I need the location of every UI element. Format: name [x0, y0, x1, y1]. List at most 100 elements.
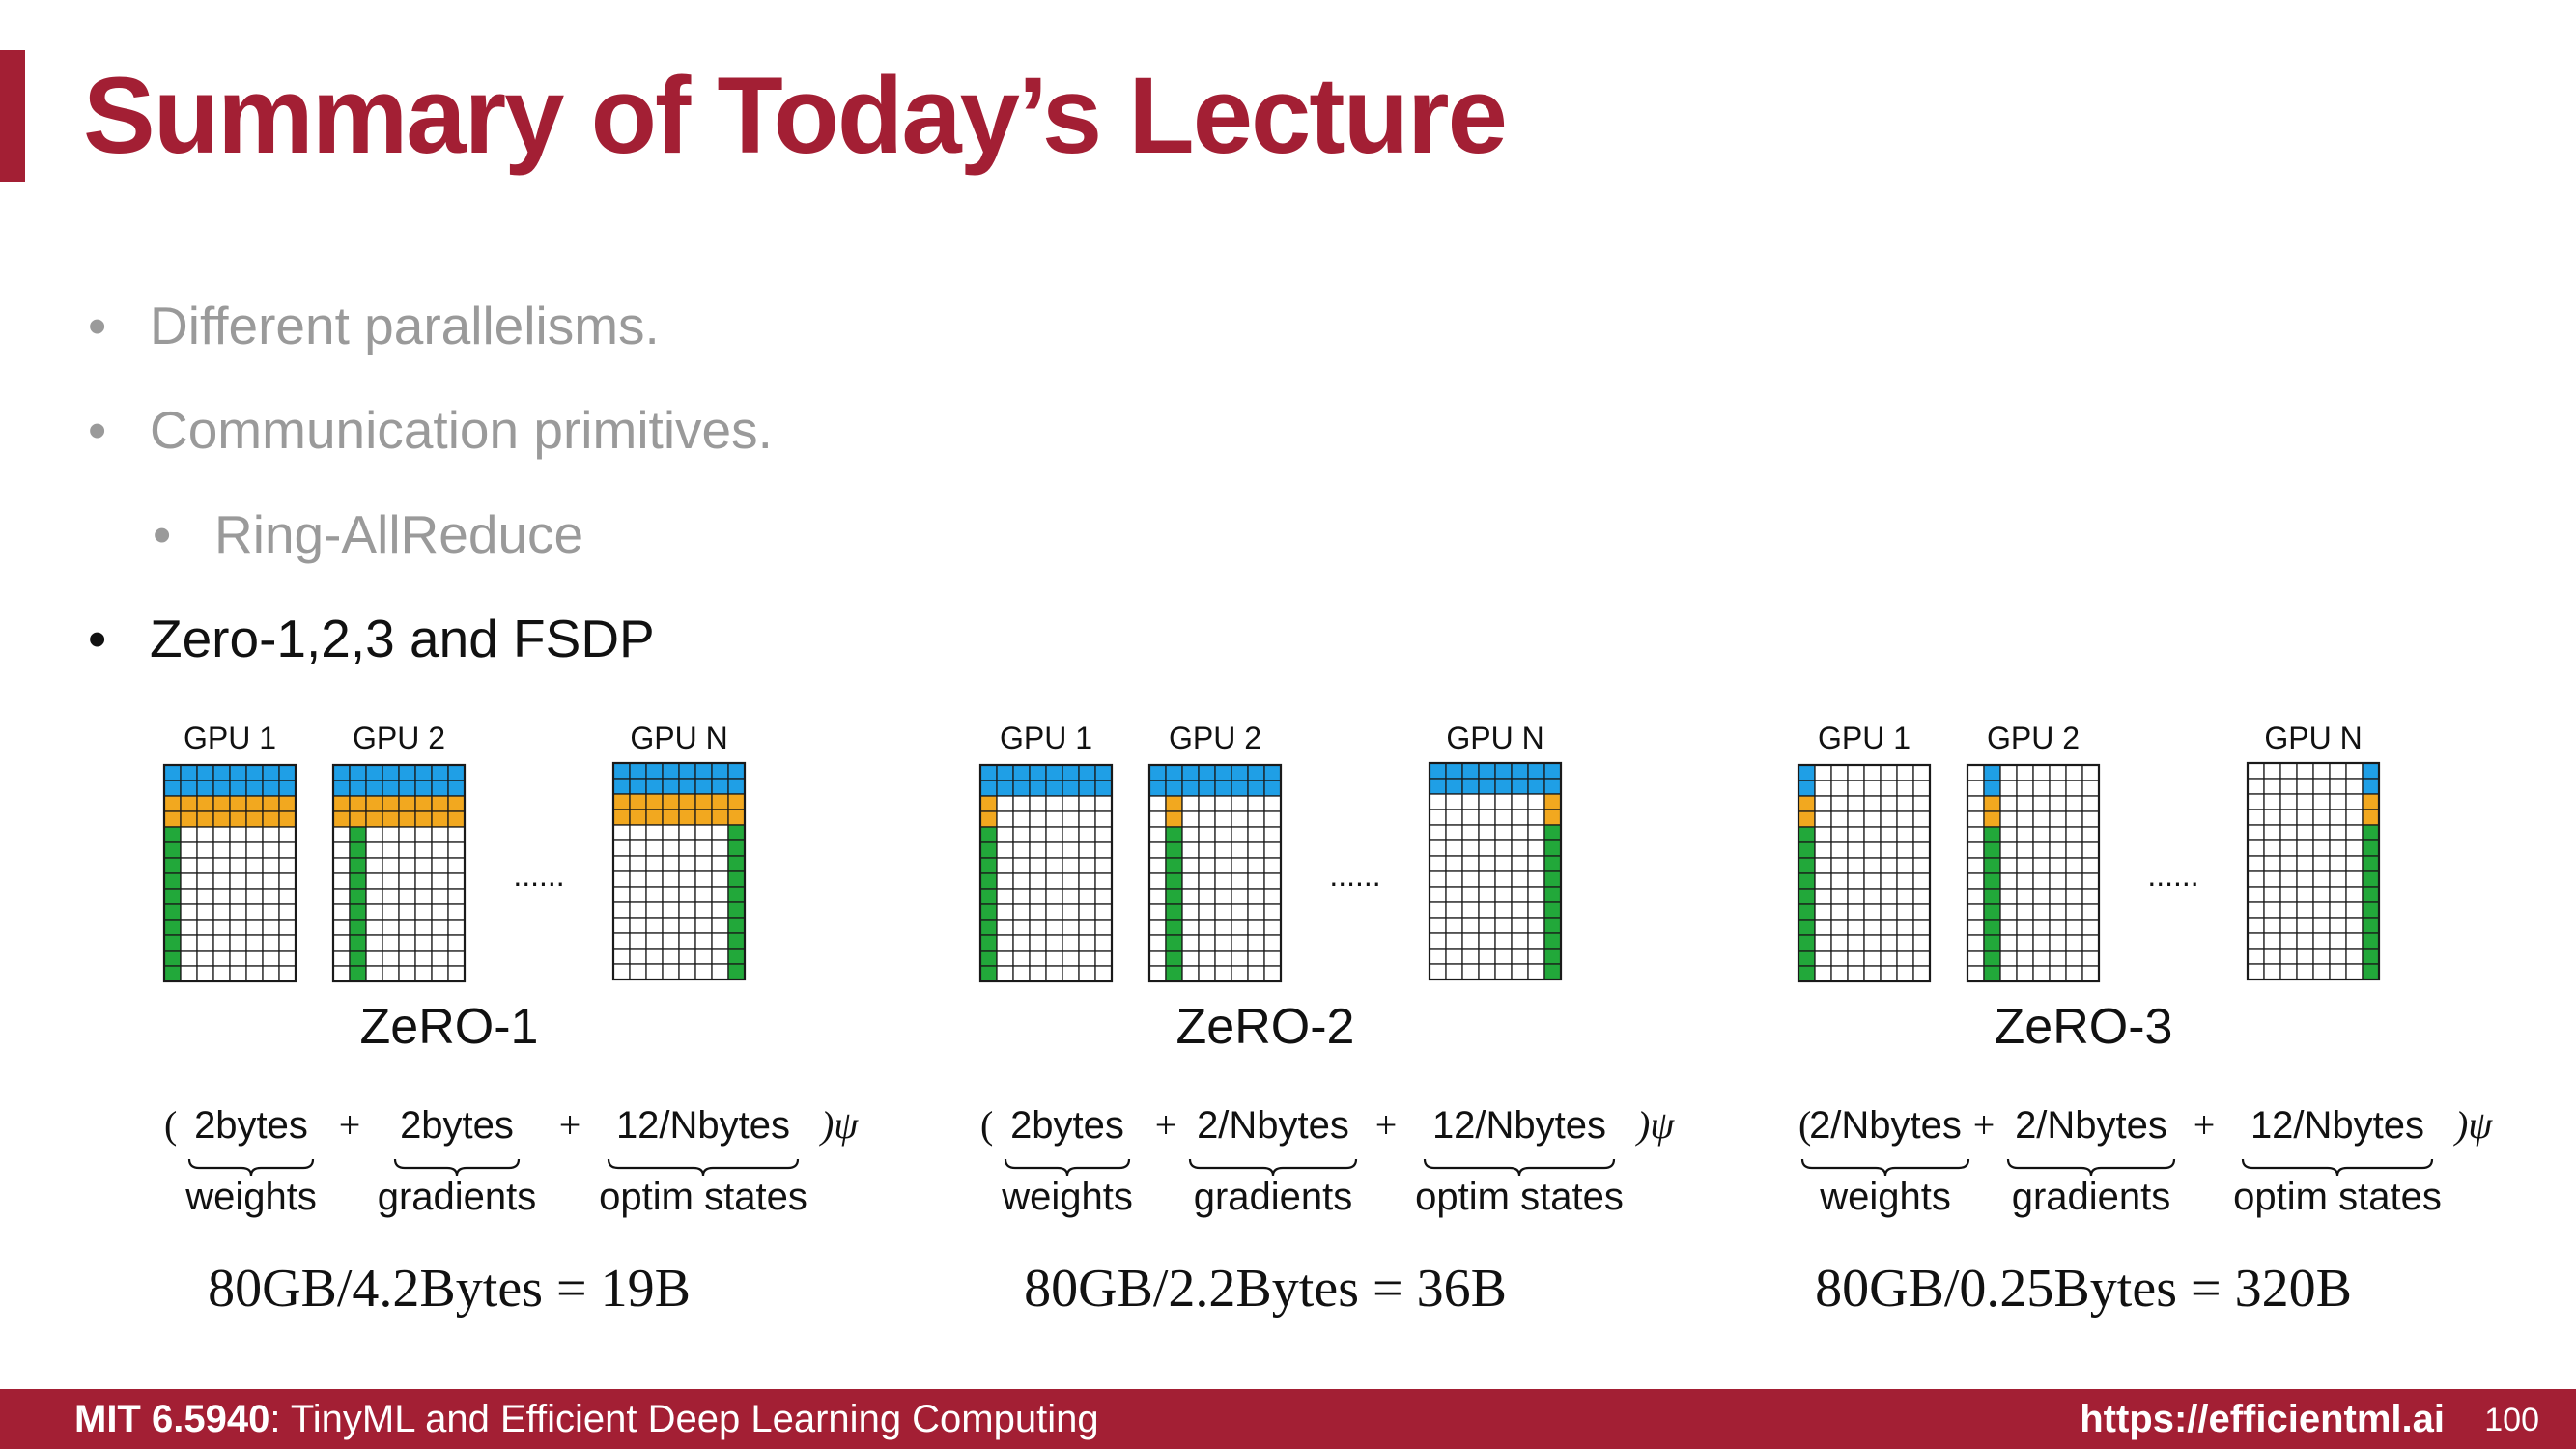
memory-cell	[1830, 810, 1849, 828]
memory-cell	[1863, 965, 1882, 982]
memory-cell	[612, 886, 631, 903]
memory-cell	[2032, 872, 2051, 890]
gpu-label: GPU N	[1446, 721, 1543, 755]
memory-cell	[2016, 857, 2034, 874]
memory-cell	[1165, 780, 1183, 797]
memory-cell	[2032, 965, 2051, 982]
memory-cell	[1814, 780, 1832, 797]
slide-title: Summary of Today’s Lecture	[83, 55, 1508, 176]
memory-cell	[1863, 841, 1882, 859]
memory-cell	[711, 809, 729, 826]
memory-cell	[1198, 872, 1216, 890]
memory-cell	[1880, 795, 1898, 812]
memory-cell	[2362, 762, 2380, 780]
memory-cell	[163, 903, 182, 921]
memory-cell	[1830, 965, 1849, 982]
memory-cell	[2049, 780, 2067, 797]
memory-cell	[694, 809, 713, 826]
memory-cell	[1078, 872, 1096, 890]
memory-cell	[1094, 950, 1113, 967]
bullet-text: Zero-1,2,3 and FSDP	[150, 609, 655, 668]
memory-cell	[1814, 826, 1832, 843]
memory-cell	[2081, 764, 2100, 781]
underbrace	[1004, 1158, 1131, 1177]
memory-cell	[2279, 932, 2298, 950]
memory-cell	[1798, 764, 1816, 781]
memory-cell	[2065, 795, 2083, 812]
memory-cell	[229, 950, 247, 967]
memory-cell	[262, 872, 280, 890]
memory-cell	[1045, 826, 1063, 843]
memory-cell	[629, 901, 647, 919]
title-accent-bar	[0, 50, 25, 182]
memory-cell	[1798, 795, 1816, 812]
memory-cell	[1967, 764, 1985, 781]
formula-term: 2/Nbytes	[1809, 1104, 1962, 1147]
memory-cell	[1062, 780, 1080, 797]
memory-cell	[2032, 919, 2051, 936]
memory-cell	[1045, 872, 1063, 890]
memory-cell	[1165, 872, 1183, 890]
memory-cell	[1181, 841, 1200, 859]
memory-cell	[1983, 826, 2001, 843]
memory-cell	[2345, 809, 2364, 826]
footer-url-link[interactable]: https://efficientml.ai	[2080, 1398, 2445, 1440]
memory-cell	[1461, 778, 1480, 795]
memory-cell	[365, 857, 383, 874]
memory-cell	[2329, 932, 2347, 950]
memory-cell	[1478, 809, 1496, 826]
memory-cell	[278, 764, 297, 781]
memory-cell	[1148, 841, 1167, 859]
memory-cell	[711, 870, 729, 888]
memory-cell	[2016, 872, 2034, 890]
memory-cell	[1967, 919, 1985, 936]
memory-cell	[414, 841, 433, 859]
memory-cell	[1983, 857, 2001, 874]
memory-cell	[1461, 855, 1480, 872]
memory-cell	[1094, 810, 1113, 828]
memory-cell	[1494, 839, 1513, 857]
memory-cell	[1527, 793, 1545, 810]
memory-cell	[2296, 839, 2314, 857]
memory-cell	[1231, 965, 1249, 982]
memory-cell	[2065, 810, 2083, 828]
memory-cell	[431, 795, 449, 812]
memory-cell	[1798, 841, 1816, 859]
memory-cell	[1912, 965, 1931, 982]
memory-cell	[1880, 888, 1898, 905]
formula-term: 2bytes	[1010, 1104, 1124, 1147]
memory-cell	[278, 888, 297, 905]
memory-cell	[1880, 903, 1898, 921]
zero-sharding-diagram: GPU 1 GPU 2 GPU N...... ZeRO-1 ()ψ + +2bytes we…	[162, 721, 2493, 1319]
memory-cell	[1198, 934, 1216, 952]
memory-cell	[1999, 888, 2018, 905]
memory-cell	[662, 917, 680, 934]
memory-cell	[612, 855, 631, 872]
memory-cell	[979, 780, 998, 797]
memory-cell	[2016, 934, 2034, 952]
memory-cell	[1445, 762, 1463, 780]
memory-cell	[1247, 841, 1265, 859]
bullet-dot-icon: •	[153, 504, 172, 564]
memory-cell	[1967, 950, 1985, 967]
memory-cell	[212, 841, 231, 859]
memory-cell	[447, 780, 466, 797]
memory-cell	[2032, 950, 2051, 967]
underbrace	[2241, 1158, 2434, 1177]
memory-cell	[2312, 762, 2331, 780]
memory-cell	[1148, 872, 1167, 890]
memory-cell	[414, 888, 433, 905]
memory-cell	[278, 965, 297, 982]
memory-cell	[1214, 826, 1232, 843]
memory-cell	[1798, 810, 1816, 828]
memory-cell	[1798, 888, 1816, 905]
memory-cell	[629, 917, 647, 934]
memory-cell	[1461, 948, 1480, 965]
memory-cell	[2049, 841, 2067, 859]
memory-cell	[1263, 950, 1282, 967]
memory-cell	[1247, 795, 1265, 812]
sub-bullet-item: • Ring-AllReduce	[153, 500, 583, 568]
memory-cell	[1912, 919, 1931, 936]
memory-cell	[1983, 919, 2001, 936]
memory-cell	[2032, 934, 2051, 952]
